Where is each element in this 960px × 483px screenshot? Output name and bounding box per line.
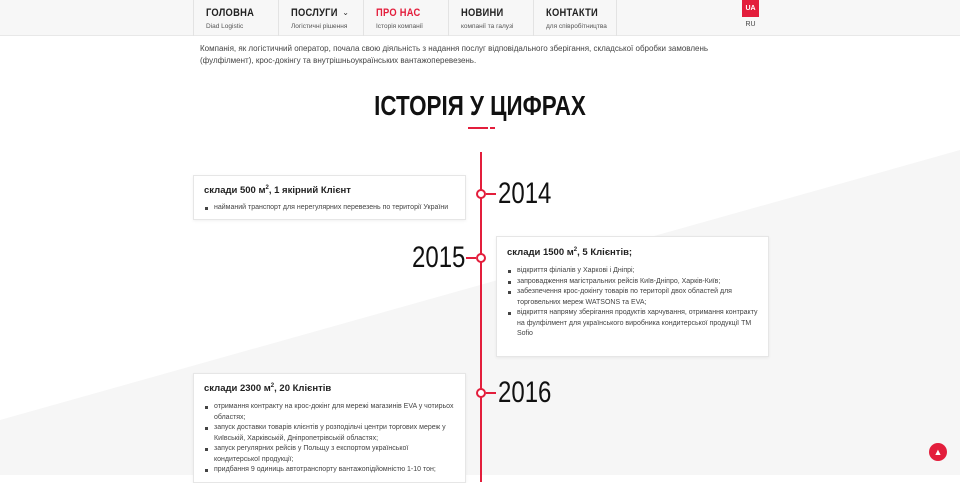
nav-item-about[interactable]: ПРО НАС Історія компанії — [363, 0, 448, 36]
nav-title: НОВИНИ — [461, 7, 504, 19]
timeline-card-2016: склади 2300 м2, 20 Клієнтів отримання ко… — [193, 373, 466, 483]
lang-ua-button[interactable]: UA — [742, 0, 759, 17]
timeline-dot — [476, 388, 486, 398]
nav-title: ПРО НАС — [376, 7, 421, 19]
card-heading: склади 1500 м2, 5 Клієнтів; — [507, 247, 633, 259]
year-label: 2014 — [498, 177, 552, 210]
timeline-tick — [466, 257, 476, 259]
nav-title: КОНТАКТИ — [546, 7, 599, 19]
card-heading: склади 500 м2, 1 якірний Клієнт — [204, 185, 351, 197]
top-nav: ГОЛОВНА Diad Logistic ПОСЛУГИ Логістичні р… — [0, 0, 960, 36]
nav-subtitle: для співробітництва — [546, 23, 607, 30]
title-underline-dot — [490, 127, 495, 129]
timeline-tick — [486, 392, 496, 394]
list-item: запуск доставки товарів клієнтів у розпо… — [204, 423, 455, 444]
nav-subtitle: компанії та галузі — [461, 23, 514, 30]
chevron-down-icon: ⌄ — [342, 8, 349, 17]
timeline-dot — [476, 189, 486, 199]
year-label: 2015 — [412, 241, 466, 274]
chevron-up-icon: ▲ — [933, 447, 943, 457]
timeline-tick — [486, 193, 496, 195]
list-item: отримання контракту на крос-докінг для м… — [204, 402, 455, 423]
list-item: запуск регулярних рейсів у Польщу з експ… — [204, 444, 455, 465]
nav-title: ПОСЛУГИ — [291, 7, 338, 19]
timeline-line — [480, 152, 482, 482]
scroll-to-top-button[interactable]: ▲ — [929, 443, 947, 461]
list-item: найманий транспорт для нерегулярних пере… — [204, 203, 455, 214]
timeline-card-2014: склади 500 м2, 1 якірний Клієнт найманий… — [193, 175, 466, 220]
nav-subtitle: Diad Logistic — [206, 23, 244, 30]
nav-item-home[interactable]: ГОЛОВНА Diad Logistic — [193, 0, 278, 36]
nav-title: ГОЛОВНА — [206, 7, 255, 19]
timeline-card-2015: склади 1500 м2, 5 Клієнтів; відкриття фі… — [496, 236, 769, 357]
nav-subtitle: Історія компанії — [376, 23, 423, 30]
card-heading: склади 2300 м2, 20 Клієнтів — [204, 383, 332, 395]
timeline-dot — [476, 253, 486, 263]
nav-item-services[interactable]: ПОСЛУГИ Логістичні рішення ⌄ — [278, 0, 363, 36]
intro-text: Компанія, як логістичний оператор, почал… — [200, 44, 709, 65]
list-item: забезпечення крос-докінгу товарів по тер… — [507, 287, 758, 308]
page-title: ІСТОРІЯ У ЦИФРАХ — [374, 90, 586, 121]
nav-item-contacts[interactable]: КОНТАКТИ для співробітництва — [533, 0, 617, 36]
lang-ru-button[interactable]: RU — [745, 21, 756, 28]
list-item: придбання 9 одиниць автотранспорту ванта… — [204, 465, 455, 476]
list-item: відкриття філіалів у Харкові і Дніпрі; — [507, 266, 758, 277]
nav-item-news[interactable]: НОВИНИ компанії та галузі — [448, 0, 533, 36]
list-item: відкриття напряму зберігання продуктів х… — [507, 308, 758, 340]
year-label: 2016 — [498, 376, 552, 409]
nav-subtitle: Логістичні рішення — [291, 23, 348, 30]
title-underline — [468, 127, 488, 129]
list-item: запровадження магістральних рейсів Київ-… — [507, 277, 758, 288]
